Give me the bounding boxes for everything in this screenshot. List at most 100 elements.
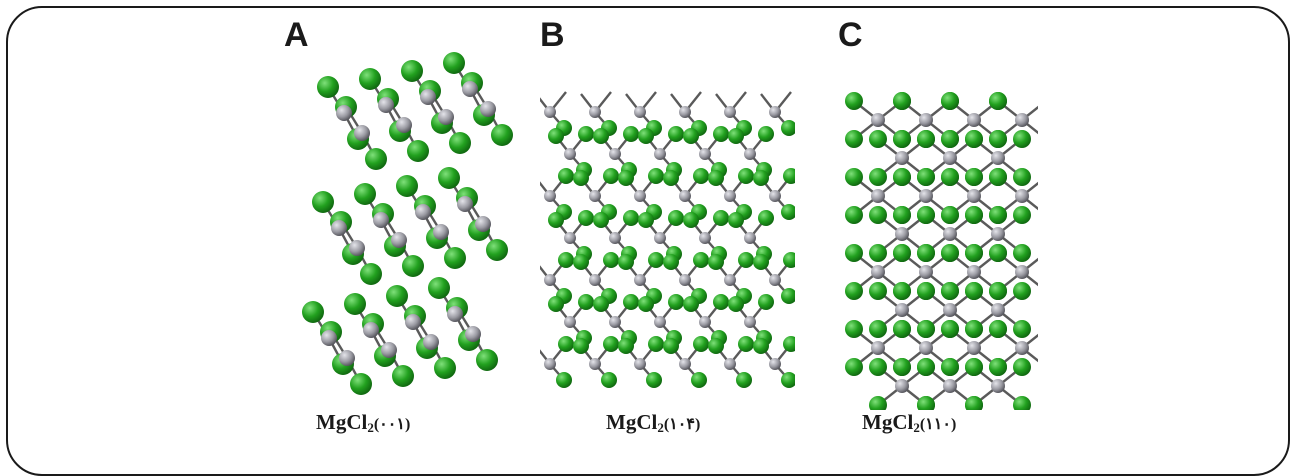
chlorine-atom: [758, 294, 774, 310]
magnesium-atom: [871, 113, 885, 127]
chlorine-atom: [693, 168, 709, 184]
magnesium-atom: [589, 106, 601, 118]
formula-a: MgCl: [316, 410, 368, 434]
chlorine-atom: [845, 320, 863, 338]
chlorine-atom: [1013, 168, 1031, 186]
chlorine-atom: [845, 244, 863, 262]
chlorine-atom: [783, 252, 795, 268]
magnesium-atom: [724, 358, 736, 370]
magnesium-atom: [744, 316, 756, 328]
chlorine-atom: [738, 252, 754, 268]
chlorine-atom: [738, 168, 754, 184]
chlorine-atom: [444, 247, 466, 269]
chlorine-atom: [941, 320, 959, 338]
chlorine-atom: [941, 168, 959, 186]
magnesium-atom: [895, 227, 909, 241]
chlorine-atom: [845, 206, 863, 224]
chlorine-atom: [396, 175, 418, 197]
subscript-b: 2: [657, 420, 664, 435]
magnesium-atom: [919, 341, 933, 355]
chlorine-atom: [845, 92, 863, 110]
magnesium-atom: [465, 326, 481, 342]
magnesium-atom: [967, 341, 981, 355]
chlorine-atom: [917, 320, 935, 338]
chlorine-atom: [941, 92, 959, 110]
magnesium-atom: [943, 227, 957, 241]
chlorine-atom: [365, 148, 387, 170]
magnesium-atom: [654, 316, 666, 328]
formula-c: MgCl: [862, 410, 914, 434]
magnesium-atom: [336, 105, 352, 121]
chlorine-atom: [476, 349, 498, 371]
chlorine-atom: [683, 296, 699, 312]
magnesium-atom: [634, 358, 646, 370]
chlorine-atom: [965, 206, 983, 224]
chlorine-atom: [893, 244, 911, 262]
chlorine-atom: [438, 167, 460, 189]
magnesium-atom: [544, 274, 556, 286]
chlorine-atom: [941, 358, 959, 376]
magnesium-atom: [396, 117, 412, 133]
chlorine-atom: [869, 358, 887, 376]
chlorine-atom: [491, 124, 513, 146]
chlorine-atom: [893, 168, 911, 186]
magnesium-atom: [475, 216, 491, 232]
chlorine-atom: [548, 296, 564, 312]
chlorine-atom: [941, 282, 959, 300]
formula-b: MgCl: [606, 410, 658, 434]
chlorine-atom: [638, 128, 654, 144]
chlorine-atom: [893, 320, 911, 338]
chlorine-atom: [989, 130, 1007, 148]
chlorine-atom: [1013, 282, 1031, 300]
chlorine-atom: [578, 210, 594, 226]
chlorine-atom: [618, 254, 634, 270]
chlorine-atom: [781, 120, 795, 136]
magnesium-atom: [363, 322, 379, 338]
panel-label-b: B: [540, 16, 565, 54]
surface-b: (۱۰۴): [663, 416, 701, 433]
chlorine-atom: [668, 210, 684, 226]
chlorine-atom: [753, 338, 769, 354]
chlorine-atom: [558, 252, 574, 268]
chlorine-atom: [869, 130, 887, 148]
magnesium-atom: [564, 232, 576, 244]
chlorine-atom: [965, 168, 983, 186]
magnesium-atom: [634, 274, 646, 286]
chlorine-atom: [344, 293, 366, 315]
magnesium-atom: [991, 227, 1005, 241]
chlorine-atom: [648, 252, 664, 268]
magnesium-atom: [1015, 341, 1029, 355]
chlorine-atom: [486, 239, 508, 261]
chlorine-atom: [917, 168, 935, 186]
magnesium-atom: [699, 232, 711, 244]
magnesium-atom: [744, 232, 756, 244]
magnesium-atom: [405, 314, 421, 330]
chlorine-atom: [548, 212, 564, 228]
chlorine-atom: [578, 294, 594, 310]
chlorine-atom: [893, 206, 911, 224]
magnesium-atom: [679, 358, 691, 370]
magnesium-atom: [769, 106, 781, 118]
chlorine-atom: [965, 358, 983, 376]
chlorine-atom: [548, 128, 564, 144]
chlorine-atom: [434, 357, 456, 379]
chlorine-atom: [663, 170, 679, 186]
chlorine-atom: [845, 168, 863, 186]
chlorine-atom: [783, 336, 795, 352]
chlorine-atom: [989, 92, 1007, 110]
chlorine-atom: [941, 206, 959, 224]
chlorine-atom: [989, 244, 1007, 262]
chlorine-atom: [693, 252, 709, 268]
chlorine-atom: [893, 358, 911, 376]
magnesium-atom: [967, 189, 981, 203]
magnesium-atom: [943, 151, 957, 165]
chlorine-atom: [1013, 206, 1031, 224]
chlorine-atom: [965, 130, 983, 148]
chlorine-atom: [917, 396, 935, 410]
chlorine-atom: [350, 373, 372, 395]
magnesium-atom: [564, 148, 576, 160]
magnesium-atom: [919, 113, 933, 127]
chlorine-atom: [713, 126, 729, 142]
chlorine-atom: [354, 183, 376, 205]
chlorine-atom: [965, 244, 983, 262]
